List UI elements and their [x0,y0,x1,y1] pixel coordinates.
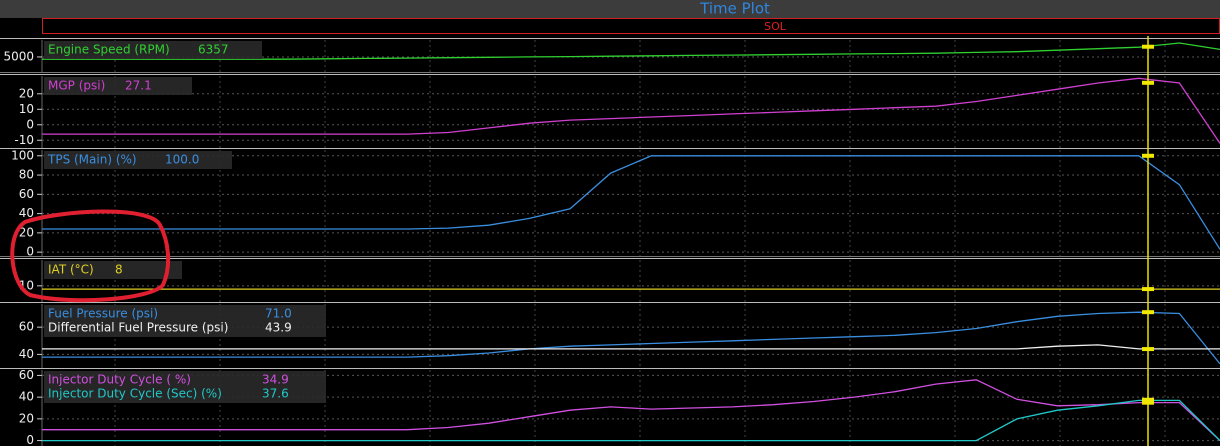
cursor-readout: 37.6 [262,387,289,401]
series-line [42,155,1220,250]
cursor-marker [1142,400,1154,405]
legend-box [44,77,192,95]
window-title: Time Plot [699,0,770,18]
cursor-marker [1142,80,1154,85]
y-tick-label: 40 [19,390,34,404]
title-bar [0,0,1220,18]
series-line [42,344,1220,350]
y-tick-label: 5000 [3,49,34,63]
y-tick-label: 60 [19,320,34,334]
cursor-readout: 43.9 [265,321,292,335]
y-tick-label: -10 [14,133,34,147]
cursor-readout: 71.0 [265,307,292,321]
cursor-marker [1142,153,1154,158]
cursor-readout: 100.0 [165,153,199,167]
y-tick-label: 0 [26,117,34,131]
y-tick-label: 0 [26,433,34,446]
series-line [42,399,1220,442]
legend-box [44,261,182,279]
legend-label: Injector Duty Cycle ( %) [48,373,191,387]
cursor-marker [1142,310,1154,315]
y-tick-label: 60 [19,368,34,382]
y-tick-label: 20 [19,225,34,239]
cursor-marker [1142,397,1154,402]
legend-label: Injector Duty Cycle (Sec) (%) [48,387,222,401]
legend-box [44,305,326,337]
y-tick-label: 60 [19,187,34,201]
cursor-readout: 6357 [198,43,229,57]
series-line [42,77,1220,144]
series-line [42,311,1220,365]
cursor-marker [1142,347,1154,352]
y-tick-label: 100 [11,148,34,162]
legend-label: Engine Speed (RPM) [48,43,170,57]
y-tick-label: 20 [19,86,34,100]
cursor-readout: 34.9 [262,373,289,387]
legend-label: TPS (Main) (%) [47,153,137,167]
y-tick-label: 10 [19,102,34,116]
series-line [42,379,1220,442]
legend-label: MGP (psi) [48,79,105,93]
cursor-readout: 27.1 [125,79,152,93]
legend-label: IAT (°C) [48,263,94,277]
cursor-marker [1142,287,1154,292]
legend-label: Fuel Pressure (psi) [48,307,158,321]
y-tick-label: 0 [26,245,34,259]
series-line [42,42,1220,60]
legend-box [44,41,262,59]
cursor-readout: 8 [115,263,123,277]
legend-box [44,371,326,403]
cursor-marker [1142,44,1154,49]
y-tick-label: 40 [19,206,34,220]
overlay: Engine Speed (RPM) 6357 MGP (psi) 27.1 TPS (… [44,41,1154,405]
y-tick-label: 80 [19,168,34,182]
legend-box [44,151,232,169]
y-tick-label: 20 [19,411,34,425]
legend-label: Differential Fuel Pressure (psi) [48,321,228,335]
status-label: SOL [764,20,787,33]
y-tick-label: 40 [19,347,34,361]
annotation-circle [10,209,171,303]
status-bar [42,18,1220,34]
